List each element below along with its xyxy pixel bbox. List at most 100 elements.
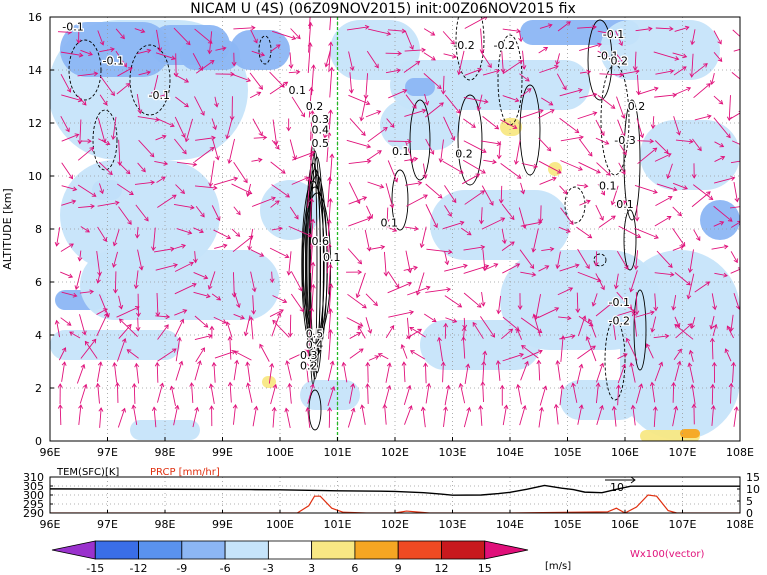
wind-vector-shaft — [500, 185, 503, 203]
wind-vector-shaft — [250, 317, 254, 340]
wind-vector — [95, 382, 101, 404]
wind-vector-shaft — [482, 382, 484, 403]
wind-vector-head — [645, 343, 651, 348]
wind-vector-shaft — [386, 207, 389, 223]
wind-vector — [689, 53, 695, 78]
wind-vector-shaft — [137, 49, 151, 55]
wind-vector-shaft — [713, 95, 723, 105]
wind-vector-shaft — [517, 384, 522, 405]
wind-vector — [268, 362, 275, 384]
wind-vector-shaft — [597, 184, 605, 196]
wind-vector-shaft — [58, 347, 66, 361]
wind-vector-shaft — [385, 183, 394, 208]
x-tick-label: 100E — [266, 446, 294, 459]
wind-vector-shaft — [174, 319, 184, 337]
wind-vector-shaft — [556, 73, 567, 90]
wind-vector-shaft — [174, 283, 197, 295]
wind-vector-shaft — [79, 291, 94, 294]
colorbar-swatch — [397, 540, 442, 560]
wind-vector-shaft — [497, 360, 501, 381]
colorbar-tick-label: 12 — [434, 562, 448, 575]
wind-vector — [631, 311, 638, 337]
wind-vector — [249, 91, 262, 99]
wind-vector-head — [451, 198, 457, 204]
contour-line — [633, 289, 647, 371]
wind-vector-shaft — [556, 251, 561, 269]
wind-vector-head — [136, 312, 141, 318]
wind-vector-shaft — [404, 49, 426, 52]
wind-vector — [596, 162, 611, 176]
wind-vector-shaft — [726, 325, 734, 339]
wind-vector-head — [274, 200, 280, 205]
wind-vector-shaft — [291, 176, 309, 185]
wind-vector-shaft — [115, 50, 127, 68]
wind-vector — [726, 325, 734, 339]
wind-vector-head — [570, 334, 576, 339]
wind-vector-head — [307, 21, 313, 27]
wind-vector-shaft — [597, 94, 616, 109]
wind-vector-head — [118, 318, 124, 324]
wind-vector-head — [687, 362, 693, 368]
wind-vector-head — [426, 382, 432, 388]
wind-vector-head — [328, 109, 333, 114]
wind-vector — [359, 404, 366, 425]
wind-vector — [233, 25, 256, 31]
wind-vector-head — [593, 262, 599, 267]
wind-vector-shaft — [424, 102, 444, 118]
wind-vector-head — [650, 327, 656, 333]
wind-vector — [135, 204, 149, 222]
wind-vector-head — [410, 350, 415, 355]
wind-vector-shaft — [175, 96, 189, 108]
wind-vector — [61, 291, 78, 298]
wind-vector-shaft — [422, 163, 427, 179]
wind-vector-shaft — [250, 29, 258, 43]
wind-vector-shaft — [464, 17, 487, 29]
wind-vector-head — [275, 44, 281, 49]
wind-vector-shaft — [346, 139, 371, 148]
wind-vector-head — [534, 315, 539, 321]
wind-vector — [423, 52, 436, 61]
wind-vector-shaft — [231, 73, 251, 82]
wind-vector — [269, 271, 275, 284]
wind-vector — [532, 313, 541, 337]
wind-vector-head — [619, 72, 624, 78]
wind-vector — [225, 321, 233, 338]
wind-vector — [502, 28, 521, 34]
wind-vector-shaft — [673, 66, 687, 76]
wind-vector — [385, 362, 392, 383]
wind-vector — [346, 317, 364, 327]
wind-vector-shaft — [349, 118, 366, 136]
colorbar-swatch — [484, 540, 529, 560]
wind-vector-head — [487, 63, 492, 69]
wind-vector-head — [110, 91, 115, 97]
wind-vector — [251, 295, 257, 315]
wind-vector-shaft — [271, 271, 273, 283]
wind-vector-head — [171, 194, 177, 199]
wind-vector — [192, 53, 203, 72]
wind-vector — [410, 350, 426, 360]
contour-label: 0.4 — [306, 338, 324, 351]
wind-vector — [729, 111, 740, 120]
wind-vector-head — [734, 197, 740, 203]
wind-vector — [96, 308, 108, 315]
wind-vector — [290, 293, 304, 313]
wind-vector-head — [207, 49, 213, 55]
surface-right-tick-label: 5 — [746, 495, 753, 508]
wind-vector-head — [329, 360, 335, 366]
wind-vector-shaft — [406, 194, 428, 207]
wind-vector — [291, 176, 310, 185]
wind-vector-head — [362, 303, 367, 309]
wind-vector — [480, 316, 495, 338]
wind-vector-head — [621, 169, 626, 175]
wind-vector-shaft — [423, 28, 435, 36]
wind-vector-shaft — [442, 160, 464, 174]
wind-vector-shaft — [175, 184, 185, 194]
wind-vector-head — [310, 150, 316, 156]
wind-vector-shaft — [116, 83, 131, 95]
contour-label: 0.4 — [312, 124, 330, 137]
wind-vector-head — [182, 309, 188, 314]
wind-vector-head — [125, 169, 131, 175]
wind-vector-shaft — [692, 138, 702, 151]
wind-vector — [714, 272, 728, 278]
wind-vector — [559, 185, 568, 195]
